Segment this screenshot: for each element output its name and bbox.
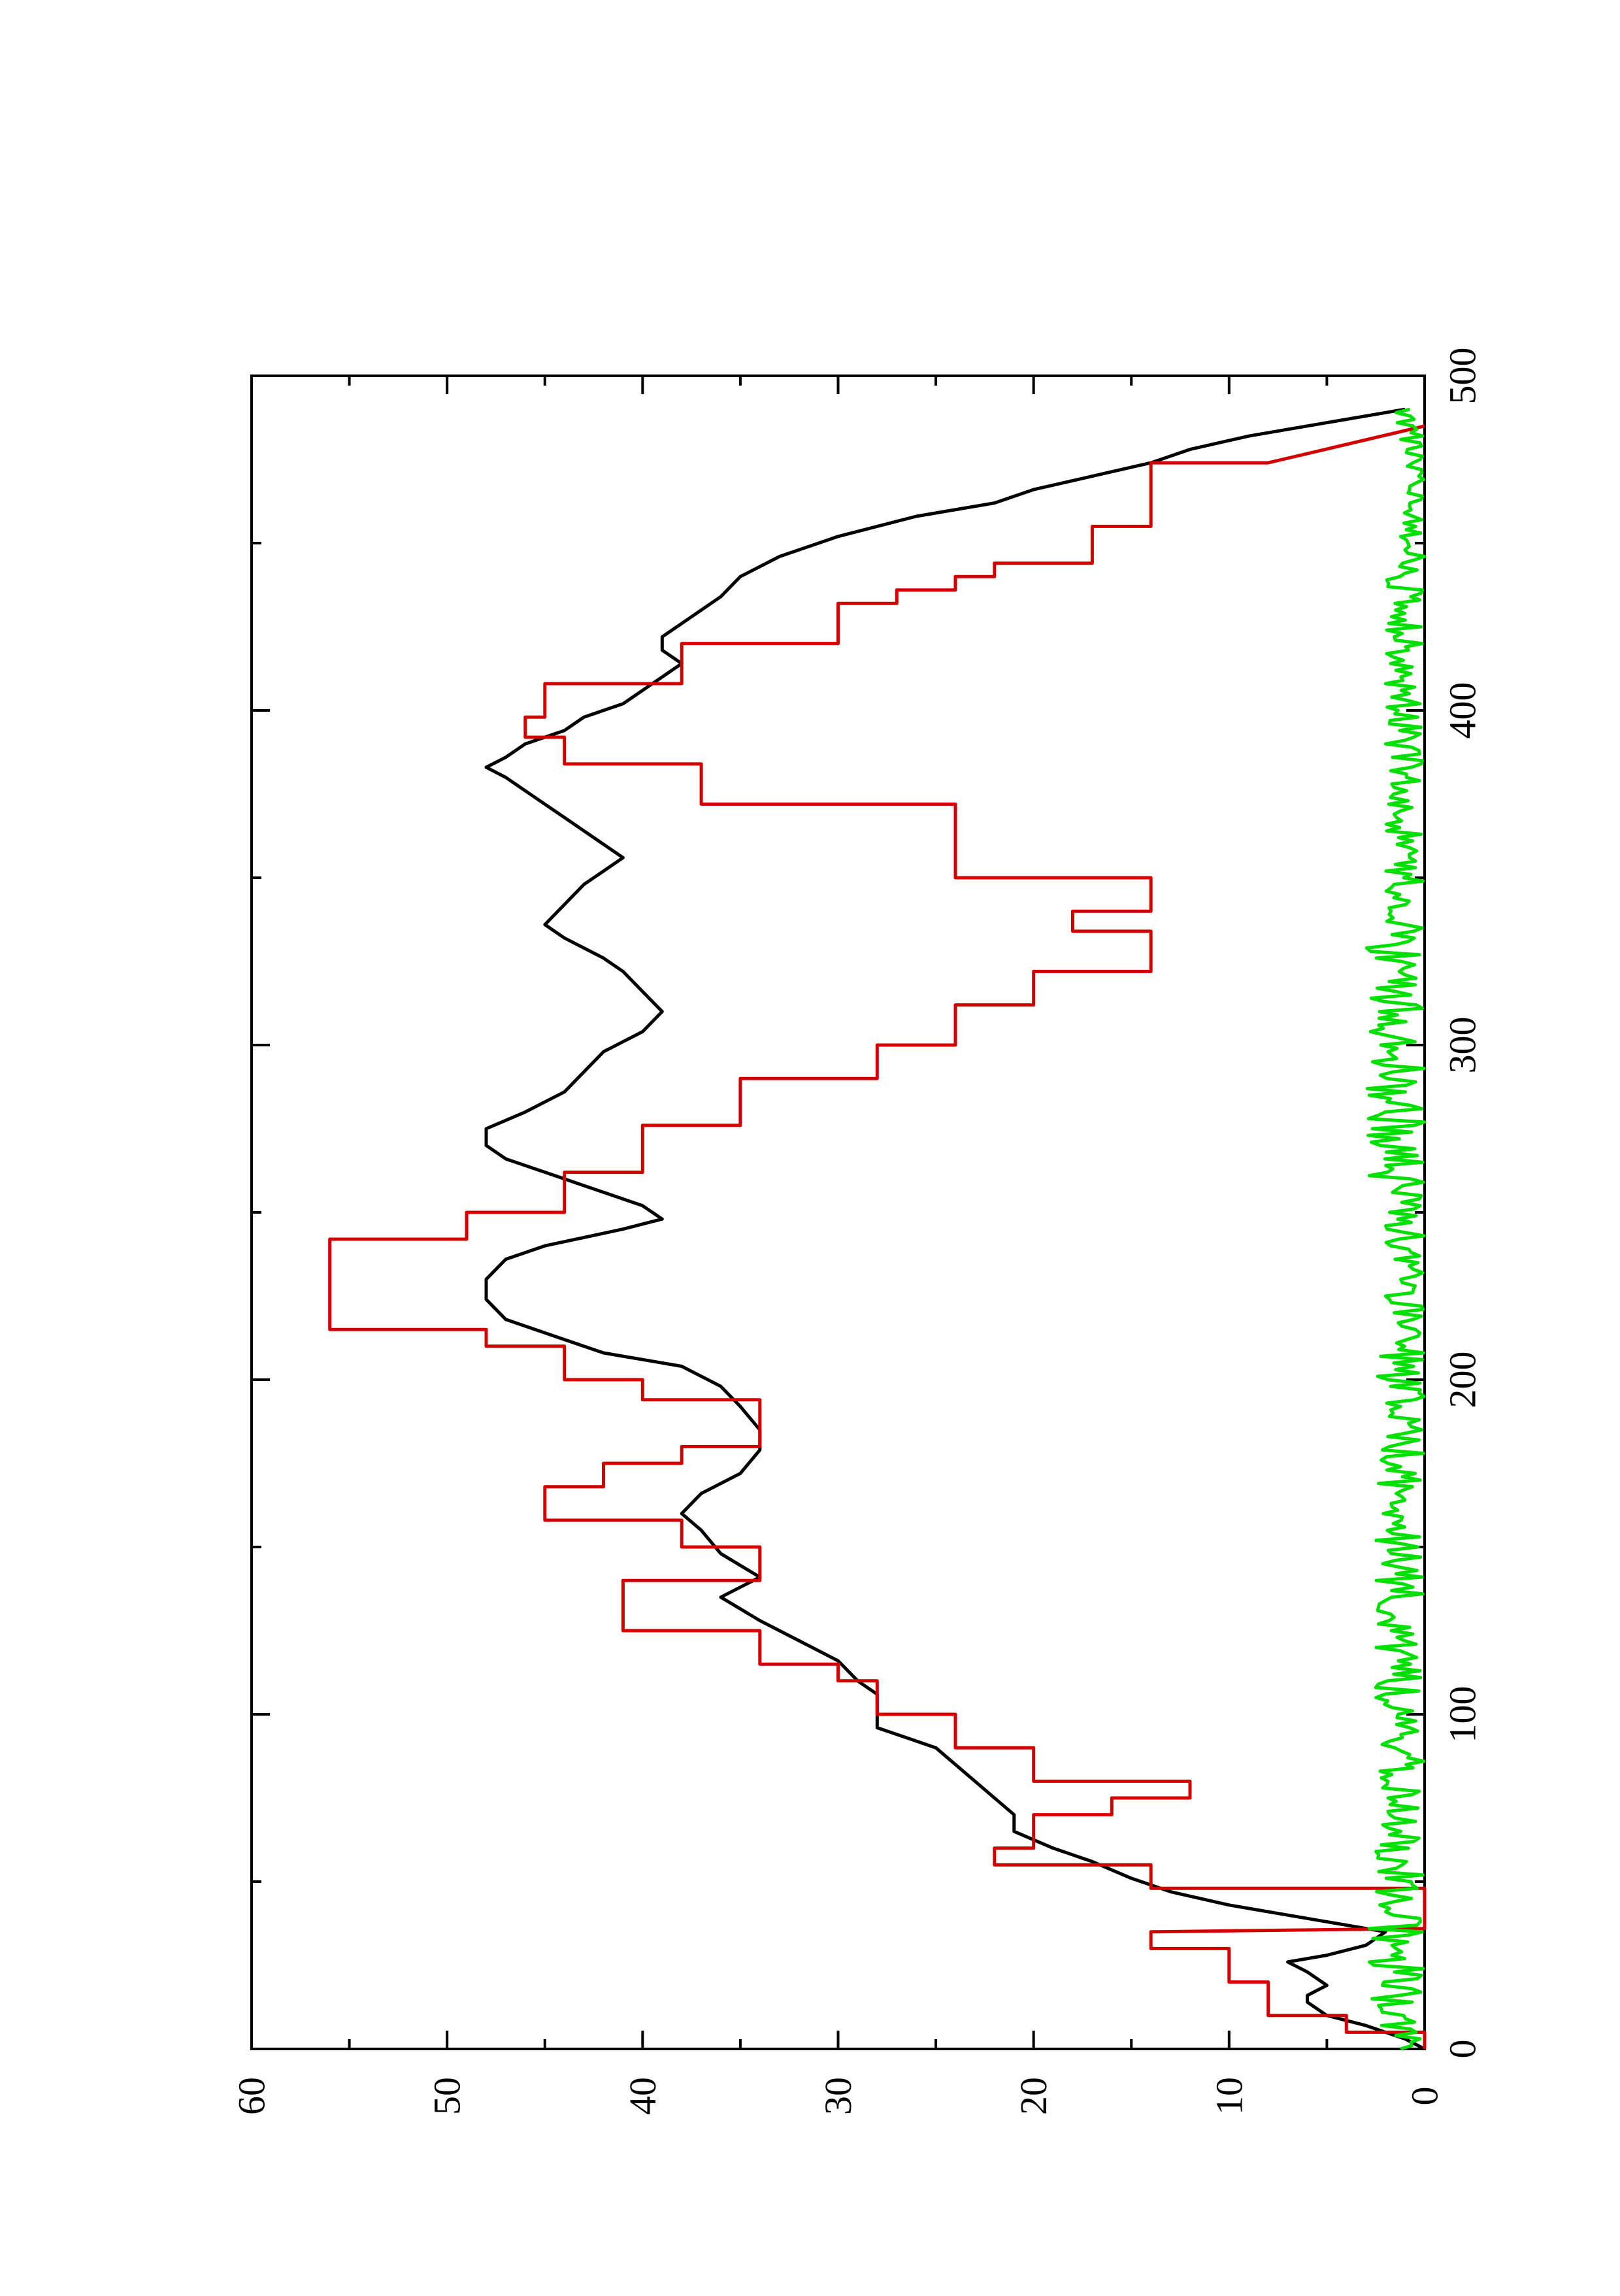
y-tick-label: 30 — [817, 2077, 859, 2115]
y-tick-label: 20 — [1012, 2077, 1055, 2115]
series-line-1 — [328, 424, 1427, 2049]
tick-labels: 0 100 200 300 400 500 0 10 20 30 40 50 60 — [231, 348, 1484, 2116]
x-tick-label: 300 — [1442, 1017, 1484, 1074]
y-tick-label: 0 — [1404, 2087, 1446, 2106]
x-tick-label: 200 — [1442, 1352, 1484, 1408]
x-tick-label: 0 — [1442, 2040, 1484, 2059]
y-tick-label: 60 — [231, 2077, 273, 2115]
y-tick-label: 10 — [1208, 2077, 1250, 2115]
x-tick-label: 400 — [1442, 682, 1484, 739]
x-tick-label: 500 — [1442, 348, 1484, 405]
y-tick-label: 40 — [621, 2077, 664, 2115]
y-tick-label: 50 — [426, 2077, 469, 2115]
series-line-2 — [1364, 407, 1427, 2051]
plot-area — [250, 374, 1427, 2051]
x-tick-label: 100 — [1442, 1686, 1484, 1743]
series-line-0 — [484, 407, 1426, 2051]
